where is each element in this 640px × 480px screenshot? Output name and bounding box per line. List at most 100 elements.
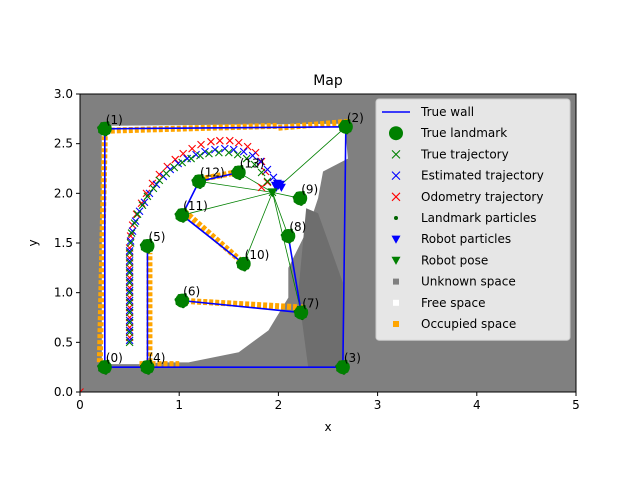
estimated-point-stroke — [125, 266, 134, 275]
landmark-label: (2) — [347, 111, 364, 125]
odometry-point-stroke — [257, 157, 266, 166]
true-trajectory-point — [170, 163, 179, 172]
true-wall — [182, 299, 302, 314]
estimated-point-stroke — [125, 296, 134, 305]
x-axis-label: x — [324, 420, 331, 434]
true-trajectory-point-stroke — [125, 278, 134, 287]
true-trajectory-point-stroke — [242, 154, 251, 163]
legend-label: True trajectory — [420, 147, 509, 161]
axes: 0 1 2 3 4 5 0.0 0.5 1.0 1.5 2.0 2.5 3.0 — [54, 87, 580, 412]
x-tick-label: 3 — [374, 398, 382, 412]
true-trajectory-point-stroke — [133, 210, 142, 219]
estimated-point-stroke — [125, 326, 134, 335]
x-tick-label: 4 — [473, 398, 481, 412]
landmark-label: (6) — [183, 285, 200, 299]
estimated-point — [248, 151, 257, 160]
occupied-space — [96, 133, 108, 363]
true-trajectory-point — [224, 148, 233, 157]
true-landmark — [294, 305, 309, 320]
true-trajectory-point-stroke — [125, 268, 134, 277]
legend-entry: Unknown space — [393, 275, 516, 289]
true-trajectory-point-stroke — [125, 318, 134, 327]
odometry-point — [263, 178, 272, 187]
legend-x-icon — [391, 150, 401, 159]
odometry-point — [225, 136, 234, 145]
legend-label: Unknown space — [421, 275, 516, 289]
estimated-point — [126, 237, 135, 245]
true-landmark — [335, 360, 350, 375]
y-tick-label: 0.0 — [54, 385, 73, 399]
true-landmark — [140, 238, 155, 253]
estimated-point-stroke — [263, 165, 272, 174]
estimated-point-stroke — [125, 306, 134, 315]
true-trajectory-point-stroke — [263, 177, 272, 186]
legend-square-icon — [393, 299, 399, 306]
true-trajectory-point-stroke — [178, 158, 187, 167]
x-tick-label: 5 — [572, 398, 580, 412]
true-trajectory-point — [125, 328, 134, 337]
true-landmark — [231, 165, 246, 180]
legend-entry: Odometry trajectory — [391, 190, 543, 204]
observation-ray — [272, 192, 302, 313]
true-trajectory-point-stroke — [143, 192, 152, 201]
estimated-point-stroke — [152, 180, 161, 189]
legend-entry: Free space — [393, 296, 485, 310]
chart-title: Map — [313, 73, 343, 89]
true-trajectory-point — [155, 176, 164, 185]
true-trajectory-point-stroke — [149, 184, 158, 193]
landmark-label: (10) — [245, 248, 270, 262]
legend-entry: Landmark particles — [394, 211, 537, 225]
odometry-point-stroke — [142, 189, 151, 198]
estimated-point — [125, 256, 134, 265]
landmark-label: (1) — [106, 113, 123, 127]
estimated-point-stroke — [248, 151, 257, 160]
odometry-point — [243, 142, 252, 151]
legend-label: Free space — [421, 296, 485, 310]
estimated-point-stroke — [128, 227, 137, 235]
odometry-point — [197, 140, 205, 149]
estimated-point-stroke — [192, 150, 200, 159]
estimated-point-stroke — [211, 145, 219, 154]
true-trajectory-point-stroke — [125, 249, 134, 257]
y-tick-label: 3.0 — [54, 87, 73, 101]
true-trajectory-point-stroke — [138, 201, 147, 210]
estimated-point — [125, 316, 134, 325]
legend-triangle-icon — [391, 235, 401, 244]
estimated-point-stroke — [125, 316, 134, 325]
legend-label: Occupied space — [421, 317, 516, 331]
odometry-point-stroke — [225, 136, 234, 145]
odometry-point — [234, 138, 243, 147]
true-trajectory-point-stroke — [205, 149, 213, 158]
x-tick-label: 1 — [175, 398, 183, 412]
true-trajectory-point-stroke — [257, 168, 266, 177]
true-trajectory-point-stroke — [125, 338, 134, 347]
observation-ray — [198, 181, 273, 193]
odometry-point-stroke — [171, 155, 180, 164]
legend-label: True wall — [420, 105, 474, 119]
legend-label: Estimated trajectory — [421, 169, 544, 183]
landmark-label: (13) — [240, 156, 265, 170]
legend-entry: Robot particles — [391, 232, 511, 246]
true-trajectory-point-stroke — [125, 328, 134, 337]
landmark-label: (5) — [148, 230, 165, 244]
legend-label: Robot particles — [421, 232, 511, 246]
estimated-point — [125, 276, 134, 285]
robot-pose — [267, 188, 278, 198]
odometry-point-stroke — [215, 136, 224, 145]
estimated-point-stroke — [229, 145, 238, 154]
landmark-label: (12) — [200, 165, 225, 179]
true-trajectory-point — [233, 150, 242, 159]
estimated-point — [125, 296, 134, 305]
legend-entry: True trajectory — [391, 147, 509, 161]
true-trajectory-point — [125, 318, 134, 327]
estimated-point-stroke — [269, 173, 278, 182]
legend-entry: Robot pose — [391, 253, 488, 267]
true-trajectory-point-stroke — [233, 150, 242, 159]
observation-ray — [182, 191, 273, 216]
true-trajectory-point — [126, 239, 135, 247]
unknown-space-patch — [298, 208, 343, 368]
true-landmark — [140, 360, 155, 375]
true-trajectory-point-stroke — [126, 239, 135, 247]
y-tick-label: 0.5 — [54, 335, 73, 349]
odometry-point — [207, 137, 215, 146]
